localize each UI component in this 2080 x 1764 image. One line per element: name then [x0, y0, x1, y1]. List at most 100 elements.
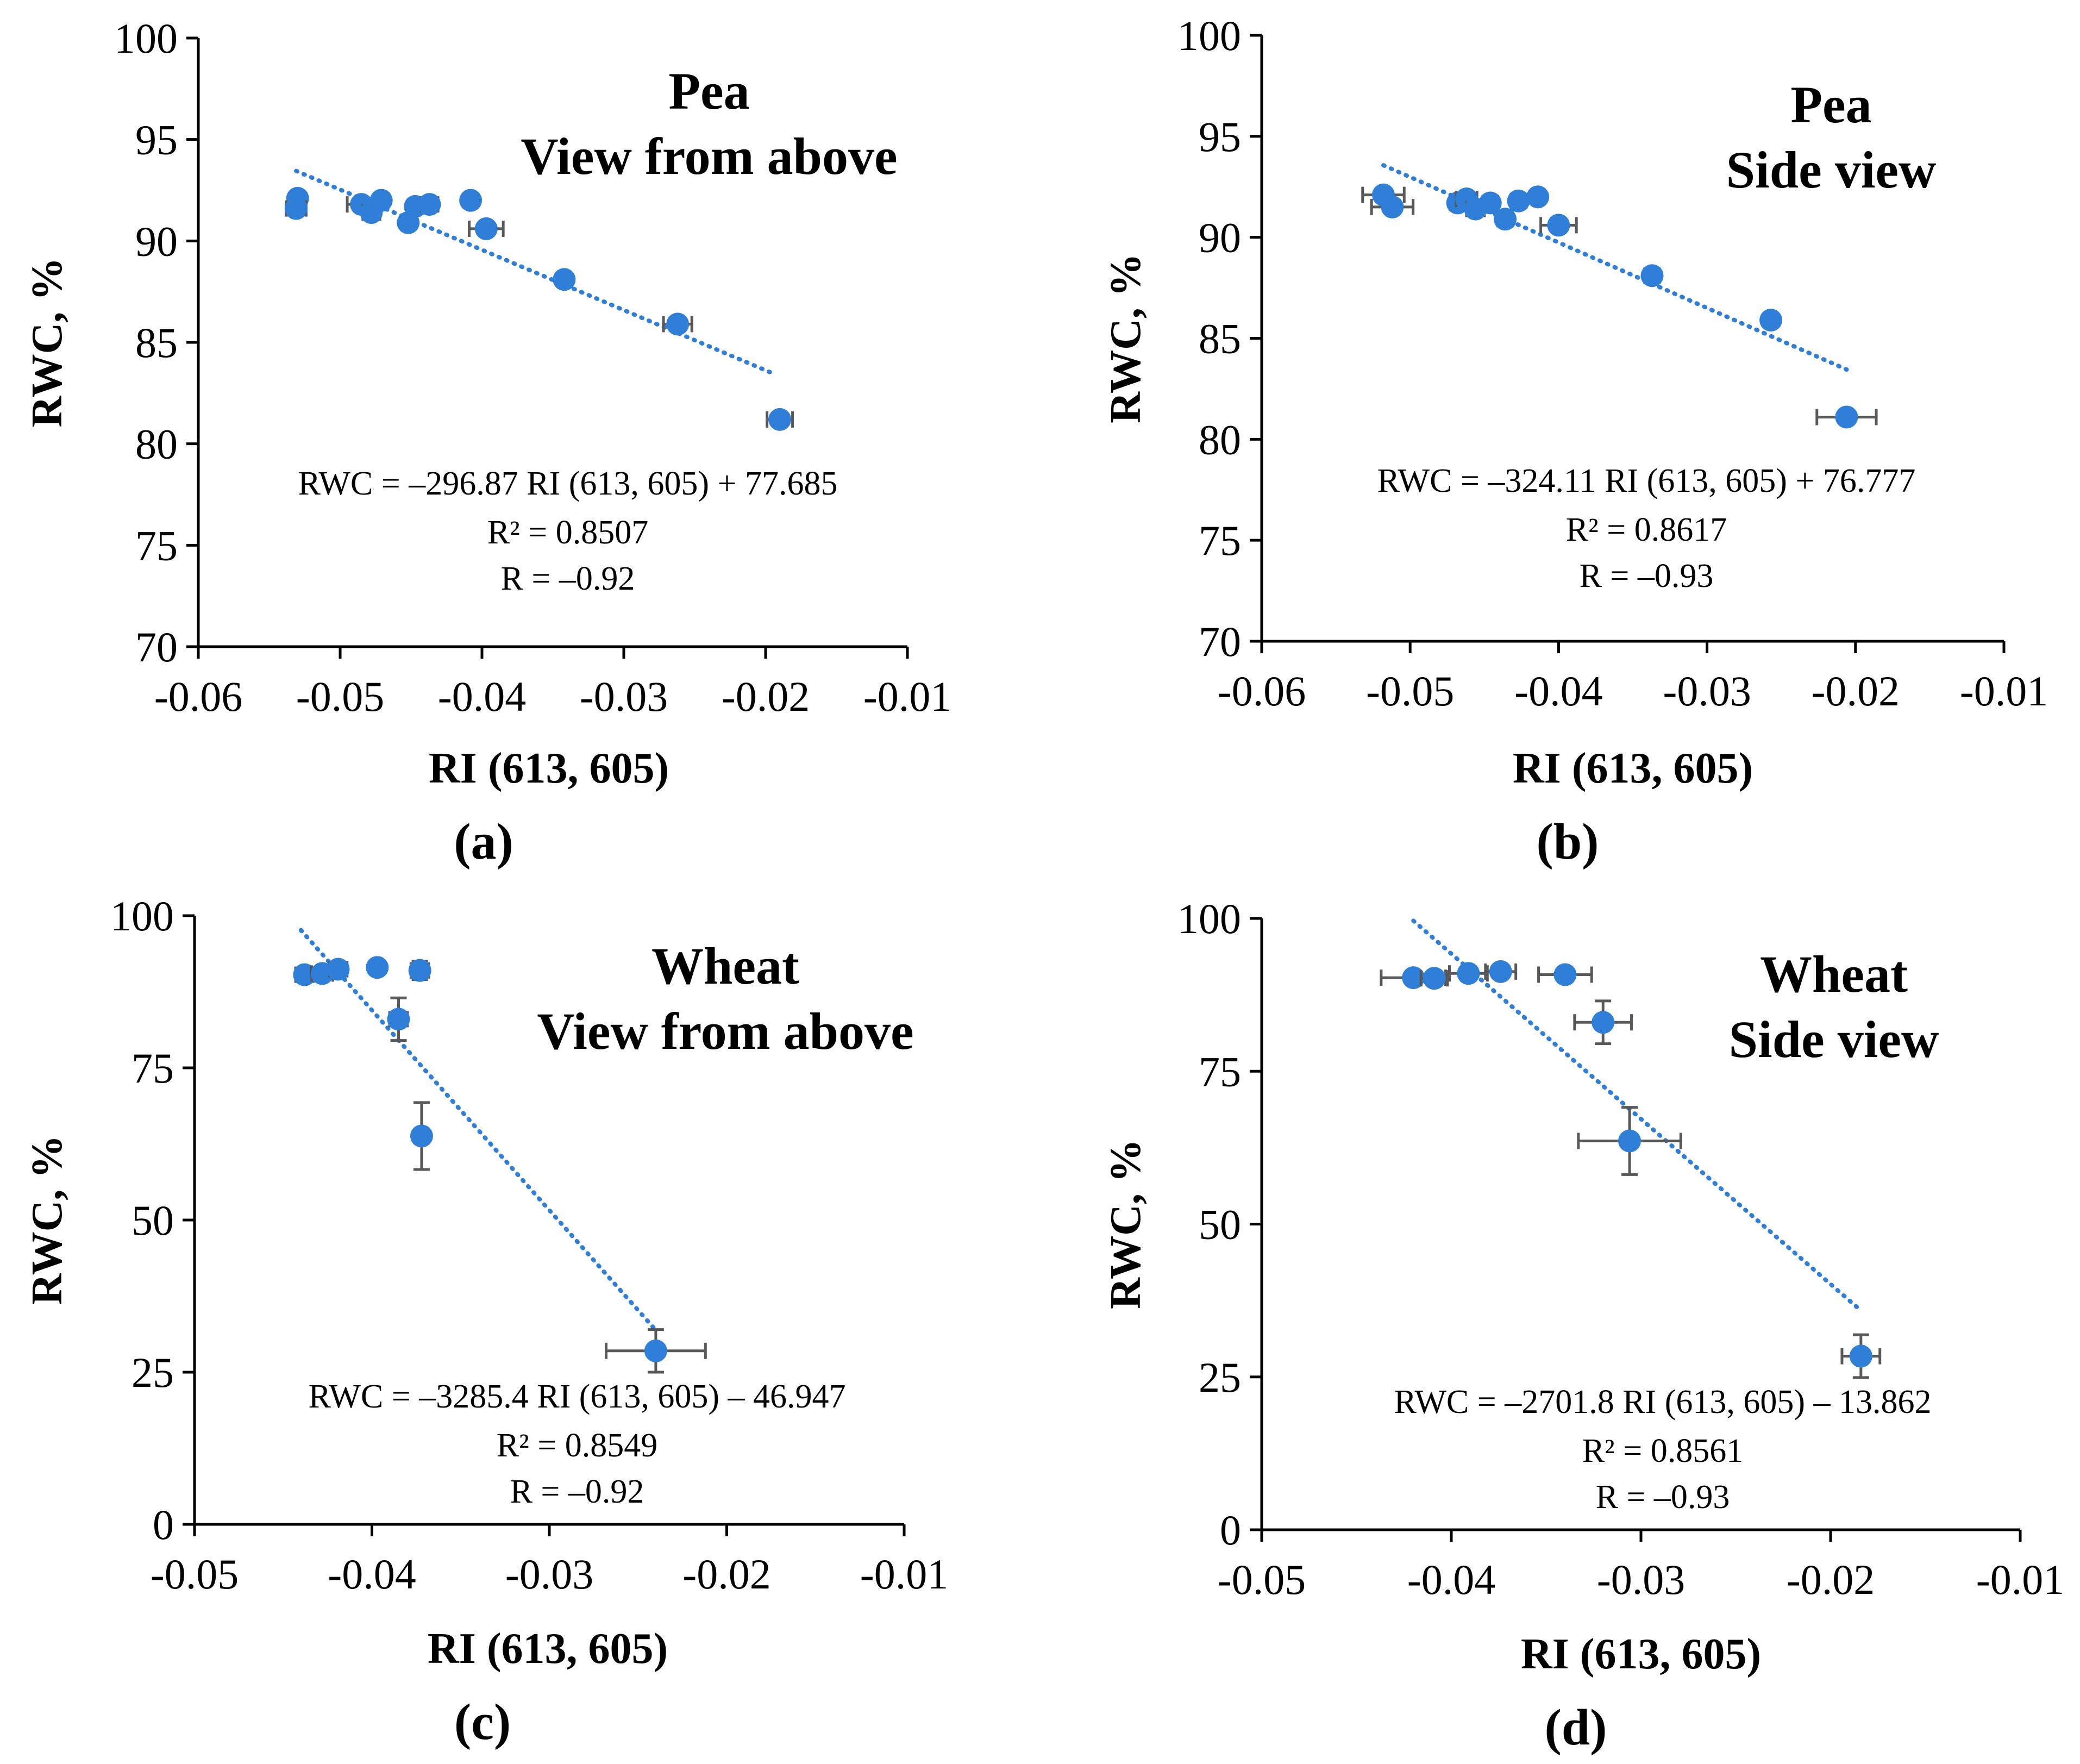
- data-point: [1494, 208, 1517, 231]
- regression-annotation: R = –0.93: [1580, 558, 1714, 595]
- x-tick-label: -0.02: [722, 673, 810, 720]
- data-point-group: [1840, 1333, 1882, 1379]
- y-axis-title: RWC, %: [1102, 253, 1150, 423]
- data-point: [666, 312, 690, 336]
- data-point: [1640, 264, 1664, 287]
- panel-label: (c): [454, 1694, 511, 1750]
- y-tick-label: 75: [131, 1044, 174, 1092]
- data-point: [1849, 1344, 1872, 1368]
- y-tick-label: 75: [1199, 517, 1241, 564]
- data-point-group: [327, 958, 350, 981]
- data-point: [1526, 185, 1550, 209]
- x-tick-label: -0.04: [1514, 667, 1602, 715]
- x-tick-label: -0.05: [296, 673, 384, 720]
- regression-annotation: R² = 0.8617: [1566, 511, 1727, 548]
- y-tick-label: 100: [1177, 12, 1241, 59]
- y-axis-title: RWC, %: [1102, 1139, 1150, 1309]
- data-point-group: [1526, 185, 1550, 209]
- data-point: [387, 1008, 410, 1031]
- chart-title-line: View from above: [521, 127, 897, 185]
- data-point-group: [1478, 191, 1502, 215]
- data-point-group: [369, 189, 393, 212]
- regression-annotation: RWC = –296.87 RI (613, 605) + 77.685: [298, 465, 837, 502]
- data-point-group: [366, 956, 389, 979]
- trendline: [298, 928, 658, 1333]
- y-tick-label: 75: [135, 522, 178, 569]
- y-tick-label: 25: [1199, 1354, 1241, 1401]
- y-tick-label: 80: [135, 421, 178, 468]
- chart-panel-2: 70 75 80 85 90 95 100 -0.06 -0.05 -0.04 -0.03 -0.02…: [1102, 12, 2048, 870]
- data-point-group: [285, 197, 308, 220]
- x-tick-label: -0.06: [154, 673, 242, 720]
- trendline: [1411, 918, 1862, 1311]
- chart-title-line: Wheat: [1760, 945, 1908, 1003]
- data-point-group: [1419, 967, 1449, 990]
- x-tick-label: -0.01: [1976, 1556, 2064, 1603]
- data-point: [1489, 960, 1512, 983]
- y-tick-label: 90: [135, 217, 178, 265]
- regression-annotation: R² = 0.8561: [1582, 1433, 1743, 1469]
- chart-panel-1: 70 75 80 85 90 95 100 -0.06 -0.05 -0.04 -0.03 -0.02…: [23, 15, 951, 870]
- panel-label: (b): [1537, 814, 1599, 870]
- data-point-group: [459, 189, 483, 212]
- y-tick-label: 80: [1199, 416, 1241, 463]
- panel-label: (d): [1545, 1699, 1607, 1756]
- data-point-group: [1494, 208, 1517, 231]
- data-point: [1478, 191, 1502, 215]
- data-point: [327, 958, 350, 981]
- x-axis-title: RI (613, 605): [428, 1625, 668, 1673]
- data-point: [1759, 309, 1783, 332]
- data-point-group: [1537, 963, 1593, 986]
- data-point-group: [468, 217, 505, 240]
- regression-annotation: RWC = –2701.8 RI (613, 605) – 13.862: [1394, 1384, 1931, 1421]
- data-point: [366, 956, 389, 979]
- data-point-group: [662, 312, 693, 336]
- y-tick-label: 0: [1220, 1506, 1241, 1554]
- data-point: [1381, 195, 1404, 218]
- data-point: [459, 189, 483, 212]
- data-point: [1618, 1129, 1642, 1153]
- data-point: [553, 268, 576, 291]
- x-tick-label: -0.01: [1960, 667, 2048, 715]
- data-point: [1553, 963, 1577, 986]
- chart-panel-3: 0 25 50 75 100 -0.05 -0.04 -0.03 -0.02 -0.01 RI (6…: [23, 892, 948, 1750]
- data-point: [408, 959, 431, 982]
- data-point-group: [1573, 999, 1633, 1046]
- data-point: [1547, 214, 1570, 237]
- data-point-group: [387, 996, 410, 1042]
- regression-annotation: R = –0.92: [510, 1473, 644, 1510]
- panel-label: (a): [454, 814, 513, 870]
- x-tick-label: -0.02: [1787, 1556, 1875, 1603]
- data-point-group: [1370, 195, 1415, 218]
- data-point-group: [604, 1328, 707, 1374]
- x-tick-label: -0.06: [1218, 667, 1306, 715]
- chart-title-line: Side view: [1726, 141, 1937, 199]
- x-tick-label: -0.01: [860, 1550, 948, 1598]
- data-point-group: [1448, 962, 1489, 985]
- data-point-group: [1539, 214, 1578, 237]
- data-point: [768, 408, 792, 431]
- regression-annotation: RWC = –324.11 RI (613, 605) + 76.777: [1377, 462, 1916, 499]
- regression-annotation: R² = 0.8549: [497, 1427, 657, 1464]
- regression-annotation: R = –0.93: [1596, 1479, 1730, 1516]
- y-tick-label: 85: [1199, 315, 1241, 362]
- data-point: [1402, 966, 1425, 990]
- data-point: [418, 193, 441, 216]
- data-point: [474, 217, 498, 240]
- data-point-group: [418, 193, 441, 216]
- chart-title-line: Side view: [1729, 1010, 1939, 1068]
- y-tick-label: 100: [1177, 895, 1241, 942]
- chart-panel-4: 0 25 50 75 100 -0.05 -0.04 -0.03 -0.02 -0.01 RI (6…: [1102, 895, 2064, 1756]
- data-point: [369, 189, 393, 212]
- y-tick-label: 0: [153, 1501, 174, 1548]
- data-point: [1592, 1011, 1615, 1034]
- data-point-group: [1577, 1106, 1682, 1176]
- regression-annotation: R = –0.92: [501, 560, 635, 597]
- x-tick-label: -0.04: [328, 1550, 416, 1598]
- chart-title-line: Wheat: [651, 937, 799, 995]
- y-tick-label: 90: [1199, 214, 1241, 261]
- chart-title-line: Pea: [668, 62, 749, 120]
- x-tick-label: -0.02: [1812, 667, 1900, 715]
- x-tick-label: -0.03: [1663, 667, 1751, 715]
